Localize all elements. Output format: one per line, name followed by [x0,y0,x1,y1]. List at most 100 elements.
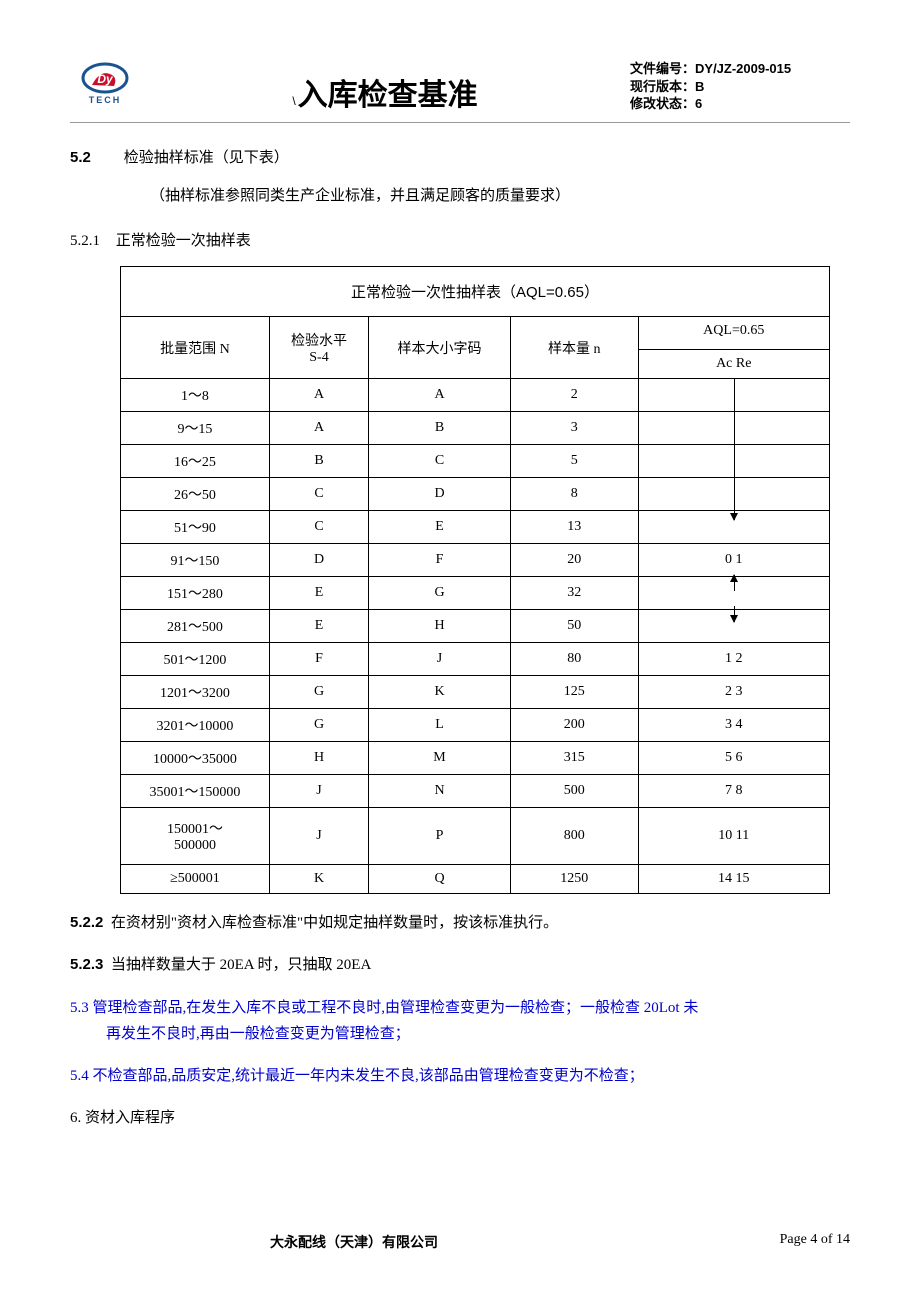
table-cell-level: G [269,676,368,709]
table-cell-level: A [269,379,368,412]
title-slash: \ [292,94,295,108]
table-cell-range: 9～15 [121,412,270,445]
section-num-5-2-3: 5.2.3 [70,956,103,973]
table-row: 10000～35000HM3155 6 [121,742,830,775]
footer-company: 大永配线（天津）有限公司 [270,1232,438,1252]
section-num-5-3: 5.3 [70,1000,89,1016]
table-row: 35001～150000JN5007 8 [121,775,830,808]
table-cell-range: 10000～35000 [121,742,270,775]
table-cell-range: 35001～150000 [121,775,270,808]
section-text-5-3: 管理检查部品,在发生入库不良或工程不良时,由管理检查变更为一般检查；一般检查 2… [93,1000,699,1016]
table-cell-n: 1250 [510,865,638,894]
table-row: 26～50CD8 [121,478,830,511]
table-cell-level: G [269,709,368,742]
table-cell-code: K [369,676,511,709]
table-cell-aql: 3 4 [638,709,829,742]
table-cell-n: 20 [510,544,638,577]
th-range: 批量范围 N [121,317,270,379]
table-cell-code: E [369,511,511,544]
table-cell-n: 13 [510,511,638,544]
doc-meta: 文件编号：DY/JZ-2009-015 现行版本：B 修改状态：6 [630,60,850,113]
table-row: 51～90CE13 [121,511,830,544]
logo-text: TECH [89,95,122,105]
table-cell-level: F [269,643,368,676]
table-cell-range: 26～50 [121,478,270,511]
title-text: 入库检查基准 [298,79,478,112]
logo-icon: Dy [80,60,130,95]
table-cell-level: D [269,544,368,577]
table-cell-code: Q [369,865,511,894]
table-cell-aql: 0 1 [638,544,829,577]
section-text-5-2: 检验抽样标准（见下表） [124,150,289,166]
table-body: 1～8AA29～15AB316～25BC526～50CD851～90CE1391… [121,379,830,894]
table-cell-n: 500 [510,775,638,808]
table-row: 151～280EG32 [121,577,830,610]
table-cell-n: 800 [510,808,638,865]
table-cell-code: H [369,610,511,643]
table-cell-code: L [369,709,511,742]
table-cell-level: A [269,412,368,445]
th-aql-sub: Ac Re [639,349,829,378]
table-cell-code: P [369,808,511,865]
section-5-2-2: 5.2.2 在资材别"资材入库检查标准"中如规定抽样数量时，按该标准执行。 [70,910,850,936]
table-cell-code: M [369,742,511,775]
table-cell-n: 8 [510,478,638,511]
table-cell-aql [638,610,829,643]
table-cell-n: 125 [510,676,638,709]
table-cell-aql: 2 3 [638,676,829,709]
sampling-table: 正常检验一次性抽样表（AQL=0.65） 批量范围 N 检验水平 S-4 样本大… [120,266,830,894]
table-title-row: 正常检验一次性抽样表（AQL=0.65） [121,267,830,317]
table-cell-code: J [369,643,511,676]
table-cell-level: E [269,610,368,643]
table-title: 正常检验一次性抽样表（AQL=0.65） [121,267,830,317]
table-cell-aql [638,577,829,610]
sampling-table-wrap: 正常检验一次性抽样表（AQL=0.65） 批量范围 N 检验水平 S-4 样本大… [120,266,830,894]
table-cell-range: 151～280 [121,577,270,610]
table-cell-range: 91～150 [121,544,270,577]
th-level: 检验水平 S-4 [269,317,368,379]
table-cell-level: J [269,808,368,865]
section-num-5-4: 5.4 [70,1068,89,1084]
table-cell-range: 3201～10000 [121,709,270,742]
section-5-2-3: 5.2.3 当抽样数量大于 20EA 时，只抽取 20EA [70,952,850,978]
table-cell-code: D [369,478,511,511]
section-5-2: 5.2 检验抽样标准（见下表） （抽样标准参照同类生产企业标准，并且满足顾客的质… [70,143,850,211]
page-footer: 大永配线（天津）有限公司 Page 4 of 14 [70,1232,850,1252]
table-cell-n: 50 [510,610,638,643]
table-cell-aql: 1 2 [638,643,829,676]
table-cell-range: 1201～3200 [121,676,270,709]
table-cell-code: A [369,379,511,412]
footer-page: Page 4 of 14 [780,1232,850,1252]
table-row: 91～150DF200 1 [121,544,830,577]
table-cell-level: J [269,775,368,808]
table-cell-level: K [269,865,368,894]
table-cell-aql [638,478,829,511]
table-cell-range: 501～1200 [121,643,270,676]
table-cell-aql [638,412,829,445]
table-cell-n: 3 [510,412,638,445]
table-cell-n: 80 [510,643,638,676]
table-cell-aql [638,445,829,478]
logo: Dy TECH [70,60,140,105]
table-row: 9～15AB3 [121,412,830,445]
table-row: 501～1200FJ801 2 [121,643,830,676]
table-cell-n: 32 [510,577,638,610]
table-cell-range: 150001～ 500000 [121,808,270,865]
table-cell-level: C [269,478,368,511]
section-5-2-note: （抽样标准参照同类生产企业标准，并且满足顾客的质量要求） [150,181,850,211]
table-cell-range: 16～25 [121,445,270,478]
svg-text:Dy: Dy [97,72,114,86]
table-row: 3201～10000GL2003 4 [121,709,830,742]
table-row: 1201～3200GK1252 3 [121,676,830,709]
document-header: Dy TECH \入库检查基准 文件编号：DY/JZ-2009-015 现行版本… [70,60,850,123]
table-cell-level: B [269,445,368,478]
section-5-3: 5.3 管理检查部品,在发生入库不良或工程不良时,由管理检查变更为一般检查；一般… [70,995,850,1048]
section-text-5-2-3: 当抽样数量大于 20EA 时，只抽取 20EA [111,957,371,973]
doc-rev: 修改状态：6 [630,95,850,113]
table-cell-level: C [269,511,368,544]
table-cell-level: H [269,742,368,775]
section-text-5-2-1: 正常检验一次抽样表 [116,233,251,249]
th-aql: AQL=0.65 Ac Re [638,317,829,379]
table-cell-aql: 5 6 [638,742,829,775]
table-cell-n: 200 [510,709,638,742]
